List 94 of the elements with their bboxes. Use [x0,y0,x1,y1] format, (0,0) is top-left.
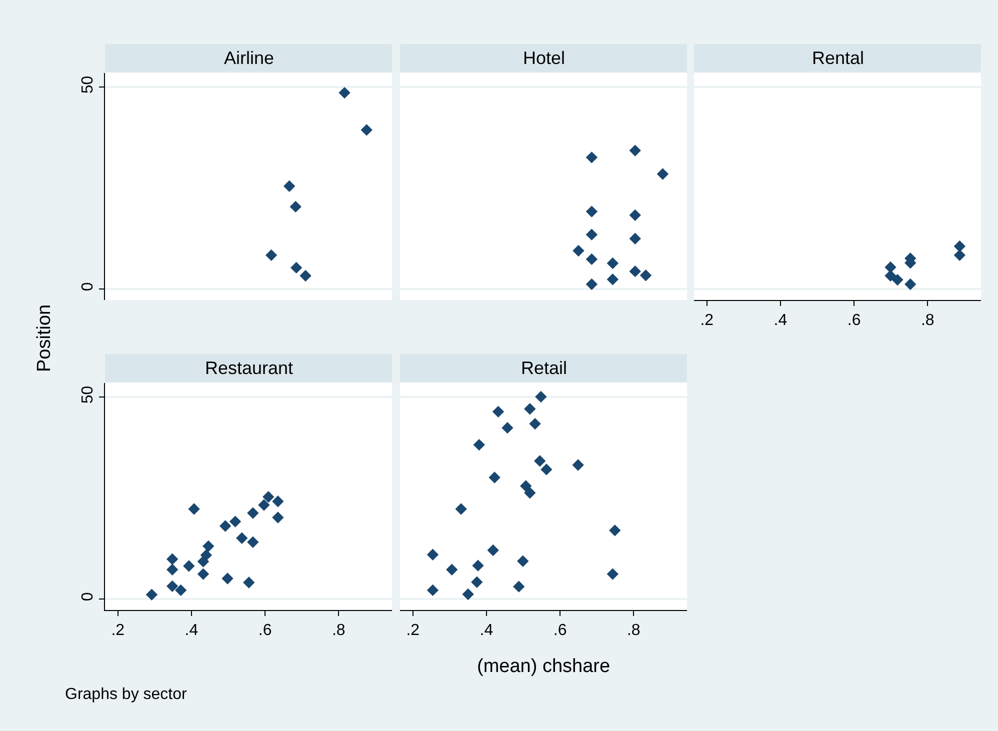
point [426,584,439,596]
point [472,560,484,572]
point [174,584,187,596]
text: Graphs by sector [65,686,188,703]
point [488,472,500,484]
point [656,168,669,180]
point [487,544,499,556]
point [197,568,210,580]
point [338,86,350,99]
point [524,403,536,415]
point [534,455,546,467]
y-tick-label: 0 [80,592,97,602]
point [471,576,483,588]
x-tick-label: .6 [847,312,861,330]
point [629,232,641,244]
point [229,516,242,528]
point [954,249,966,262]
point [609,524,621,536]
point [520,480,532,492]
point [954,240,966,252]
x-tick-label: .6 [258,622,272,640]
point [586,253,598,266]
point [629,265,641,278]
x-tick-label: .8 [920,312,934,330]
point [183,560,195,572]
point [535,390,547,403]
point [200,549,212,561]
point [473,438,485,451]
point [586,228,598,240]
point [513,580,525,592]
point [606,568,619,580]
point [462,588,474,600]
point [540,464,552,476]
chart-title: Retail [521,358,568,378]
point [606,257,619,270]
y-tick-label: 50 [80,76,97,94]
point [258,499,270,511]
point [300,270,312,282]
point [426,548,439,561]
point [262,491,274,503]
point [166,553,178,565]
x-tick-label: .4 [480,622,494,640]
x-tick-label: .2 [406,622,420,640]
point [629,209,641,222]
point [247,536,259,548]
point [219,520,232,532]
x-tick-label: .8 [332,622,346,640]
point [502,422,514,434]
chart-title: Hotel [523,48,566,68]
point [283,180,296,192]
point [586,278,598,290]
point [146,588,158,600]
point [606,274,619,286]
point [446,564,458,576]
x-tick-label: .2 [700,312,714,330]
chart-title: Airline [224,48,274,68]
point [166,564,178,576]
y-tick-label: 0 [80,282,97,292]
point [272,512,284,524]
point [517,555,529,567]
point [290,200,302,213]
x-axis-title: (mean) chshare [477,656,610,677]
chart-title: Restaurant [205,358,294,378]
point [236,532,248,544]
point [492,406,504,418]
point [572,459,584,471]
point [586,152,598,164]
point [265,249,278,262]
point [290,262,302,274]
point [640,270,652,282]
point [529,418,541,430]
point [455,503,467,515]
point [904,278,916,290]
point [243,576,255,588]
point [247,507,259,519]
x-tick-label: .8 [626,622,640,640]
x-tick-label: .4 [184,622,198,640]
y-tick-label: 50 [80,386,97,404]
point [629,144,641,156]
chart-title: Rental [812,48,864,68]
point [272,496,284,508]
x-tick-label: .2 [111,622,125,640]
point [586,206,598,218]
point [524,487,536,499]
y-axis-title: Position [34,304,55,372]
point [360,124,372,136]
point [202,540,214,552]
x-tick-label: .4 [774,312,788,330]
point [188,503,200,515]
point [222,572,234,584]
point [166,580,178,592]
point [572,244,584,257]
x-tick-label: .6 [553,622,567,640]
point [892,274,904,286]
